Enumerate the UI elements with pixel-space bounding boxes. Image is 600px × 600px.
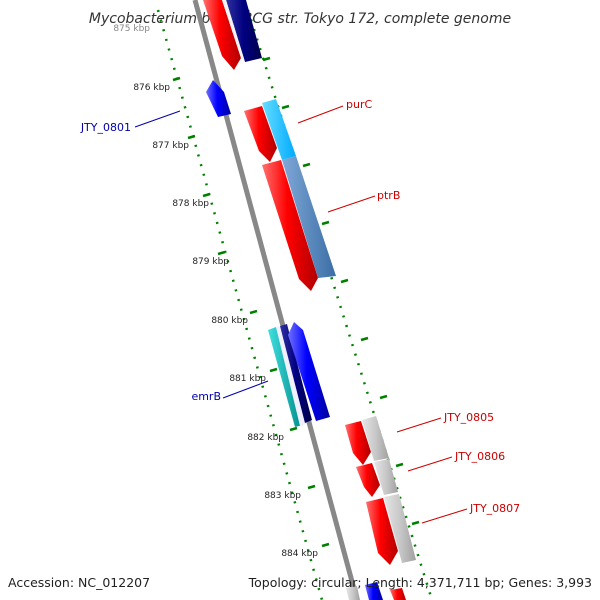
tick-label-879: 879 kbp bbox=[192, 257, 229, 267]
tick-label-881: 881 kbp bbox=[229, 374, 266, 384]
tick-label-878: 878 kbp bbox=[172, 199, 209, 209]
scale-track-inner bbox=[156, 9, 324, 600]
leader-jty-0801 bbox=[134, 110, 181, 128]
major-ticks bbox=[172, 56, 420, 548]
tick-label-880: 880 kbp bbox=[211, 316, 248, 326]
accession-text: Accession: NC_012207 bbox=[8, 575, 150, 590]
gene-jty-0805[interactable] bbox=[345, 421, 371, 465]
leader-jty-0806 bbox=[407, 456, 453, 472]
leader-ptrb bbox=[327, 195, 376, 213]
tick-label-875: 875 kbp bbox=[113, 24, 150, 34]
tick-label-876: 876 kbp bbox=[133, 83, 170, 93]
feature-jty-0805-grey bbox=[362, 416, 389, 461]
label-jty-0805[interactable]: JTY_0805 bbox=[443, 411, 494, 424]
gene-jty-0806[interactable] bbox=[356, 463, 380, 497]
label-jty-0806[interactable]: JTY_0806 bbox=[454, 450, 505, 463]
leader-purc bbox=[297, 105, 344, 124]
gene-forward-bottom-2[interactable] bbox=[390, 588, 406, 600]
gene-ptrb[interactable] bbox=[262, 160, 318, 291]
tick-label-877: 877 kbp bbox=[152, 141, 189, 151]
label-ptrb[interactable]: ptrB bbox=[377, 189, 400, 202]
leader-jty-0805 bbox=[396, 417, 442, 433]
gene-feature-top-white bbox=[222, 0, 245, 62]
map-title: Mycobacterium bovis BCG str. Tokyo 172, … bbox=[89, 11, 511, 27]
leader-emrb bbox=[222, 380, 269, 399]
gene-forward-bottom-1[interactable] bbox=[365, 582, 383, 600]
feature-emrb-white bbox=[276, 326, 306, 426]
feature-ptrb-steel bbox=[282, 156, 336, 278]
genome-summary-text: Topology: circular; Length: 4,371,711 bp… bbox=[248, 575, 592, 590]
feature-jty-0807-grey bbox=[384, 494, 416, 563]
gene-jty-0807[interactable] bbox=[366, 498, 398, 565]
tick-label-883: 883 kbp bbox=[264, 491, 301, 501]
gene-jty-0801[interactable] bbox=[206, 80, 231, 117]
tick-label-884: 884 kbp bbox=[281, 549, 318, 559]
gene-emrb[interactable] bbox=[288, 322, 330, 421]
feature-purc-cyan bbox=[262, 99, 296, 160]
label-jty-0807[interactable]: JTY_0807 bbox=[469, 502, 520, 515]
gene-feature-top-navy[interactable] bbox=[226, 0, 262, 62]
label-jty-0801[interactable]: JTY_0801 bbox=[80, 121, 131, 134]
gene-purc[interactable] bbox=[244, 106, 277, 162]
feature-emrb-navy bbox=[280, 324, 312, 423]
feature-jty-0806-grey bbox=[374, 459, 398, 495]
label-purc[interactable]: purC bbox=[346, 98, 372, 111]
label-emrb[interactable]: emrB bbox=[191, 390, 221, 403]
leader-jty-0807 bbox=[421, 508, 468, 524]
gene-forward-top[interactable] bbox=[203, 0, 241, 70]
tick-label-882: 882 kbp bbox=[247, 433, 284, 443]
feature-bottom-grey bbox=[346, 586, 360, 600]
